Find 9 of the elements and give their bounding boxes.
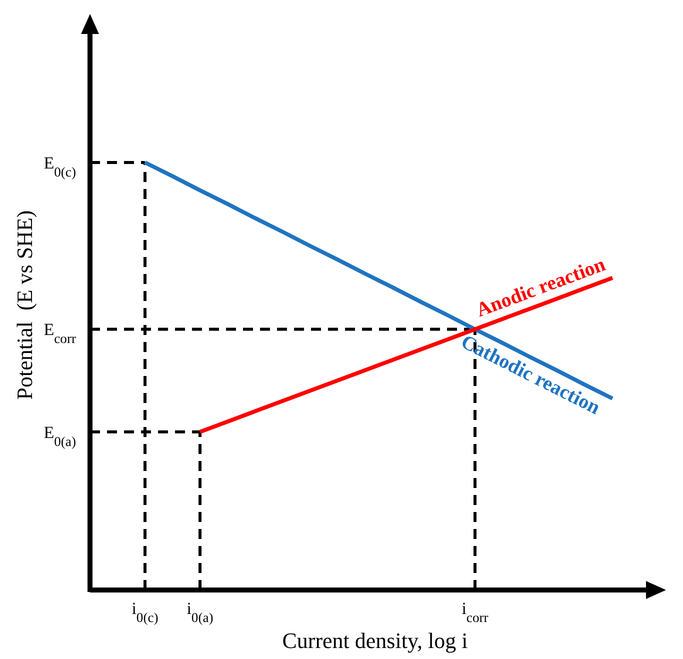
ref-line-label: E$_{0(c)}$ bbox=[44, 154, 76, 179]
text: Anodic reaction bbox=[473, 254, 608, 322]
ref-line-label: E$_{0(a)}$ bbox=[44, 422, 76, 448]
x-tick-label: i$_{corr}$ bbox=[462, 599, 489, 624]
x-tick-label: i$_{0(a)}$ bbox=[186, 599, 214, 624]
x-tick-label: i$_{0(c)}$ bbox=[132, 599, 158, 624]
ref-line-label: E$_{corr}$ bbox=[44, 320, 76, 346]
y-axis-title: Potential (E vs SHE) bbox=[12, 210, 37, 400]
x-axis-title: Current density, log i bbox=[282, 628, 468, 653]
